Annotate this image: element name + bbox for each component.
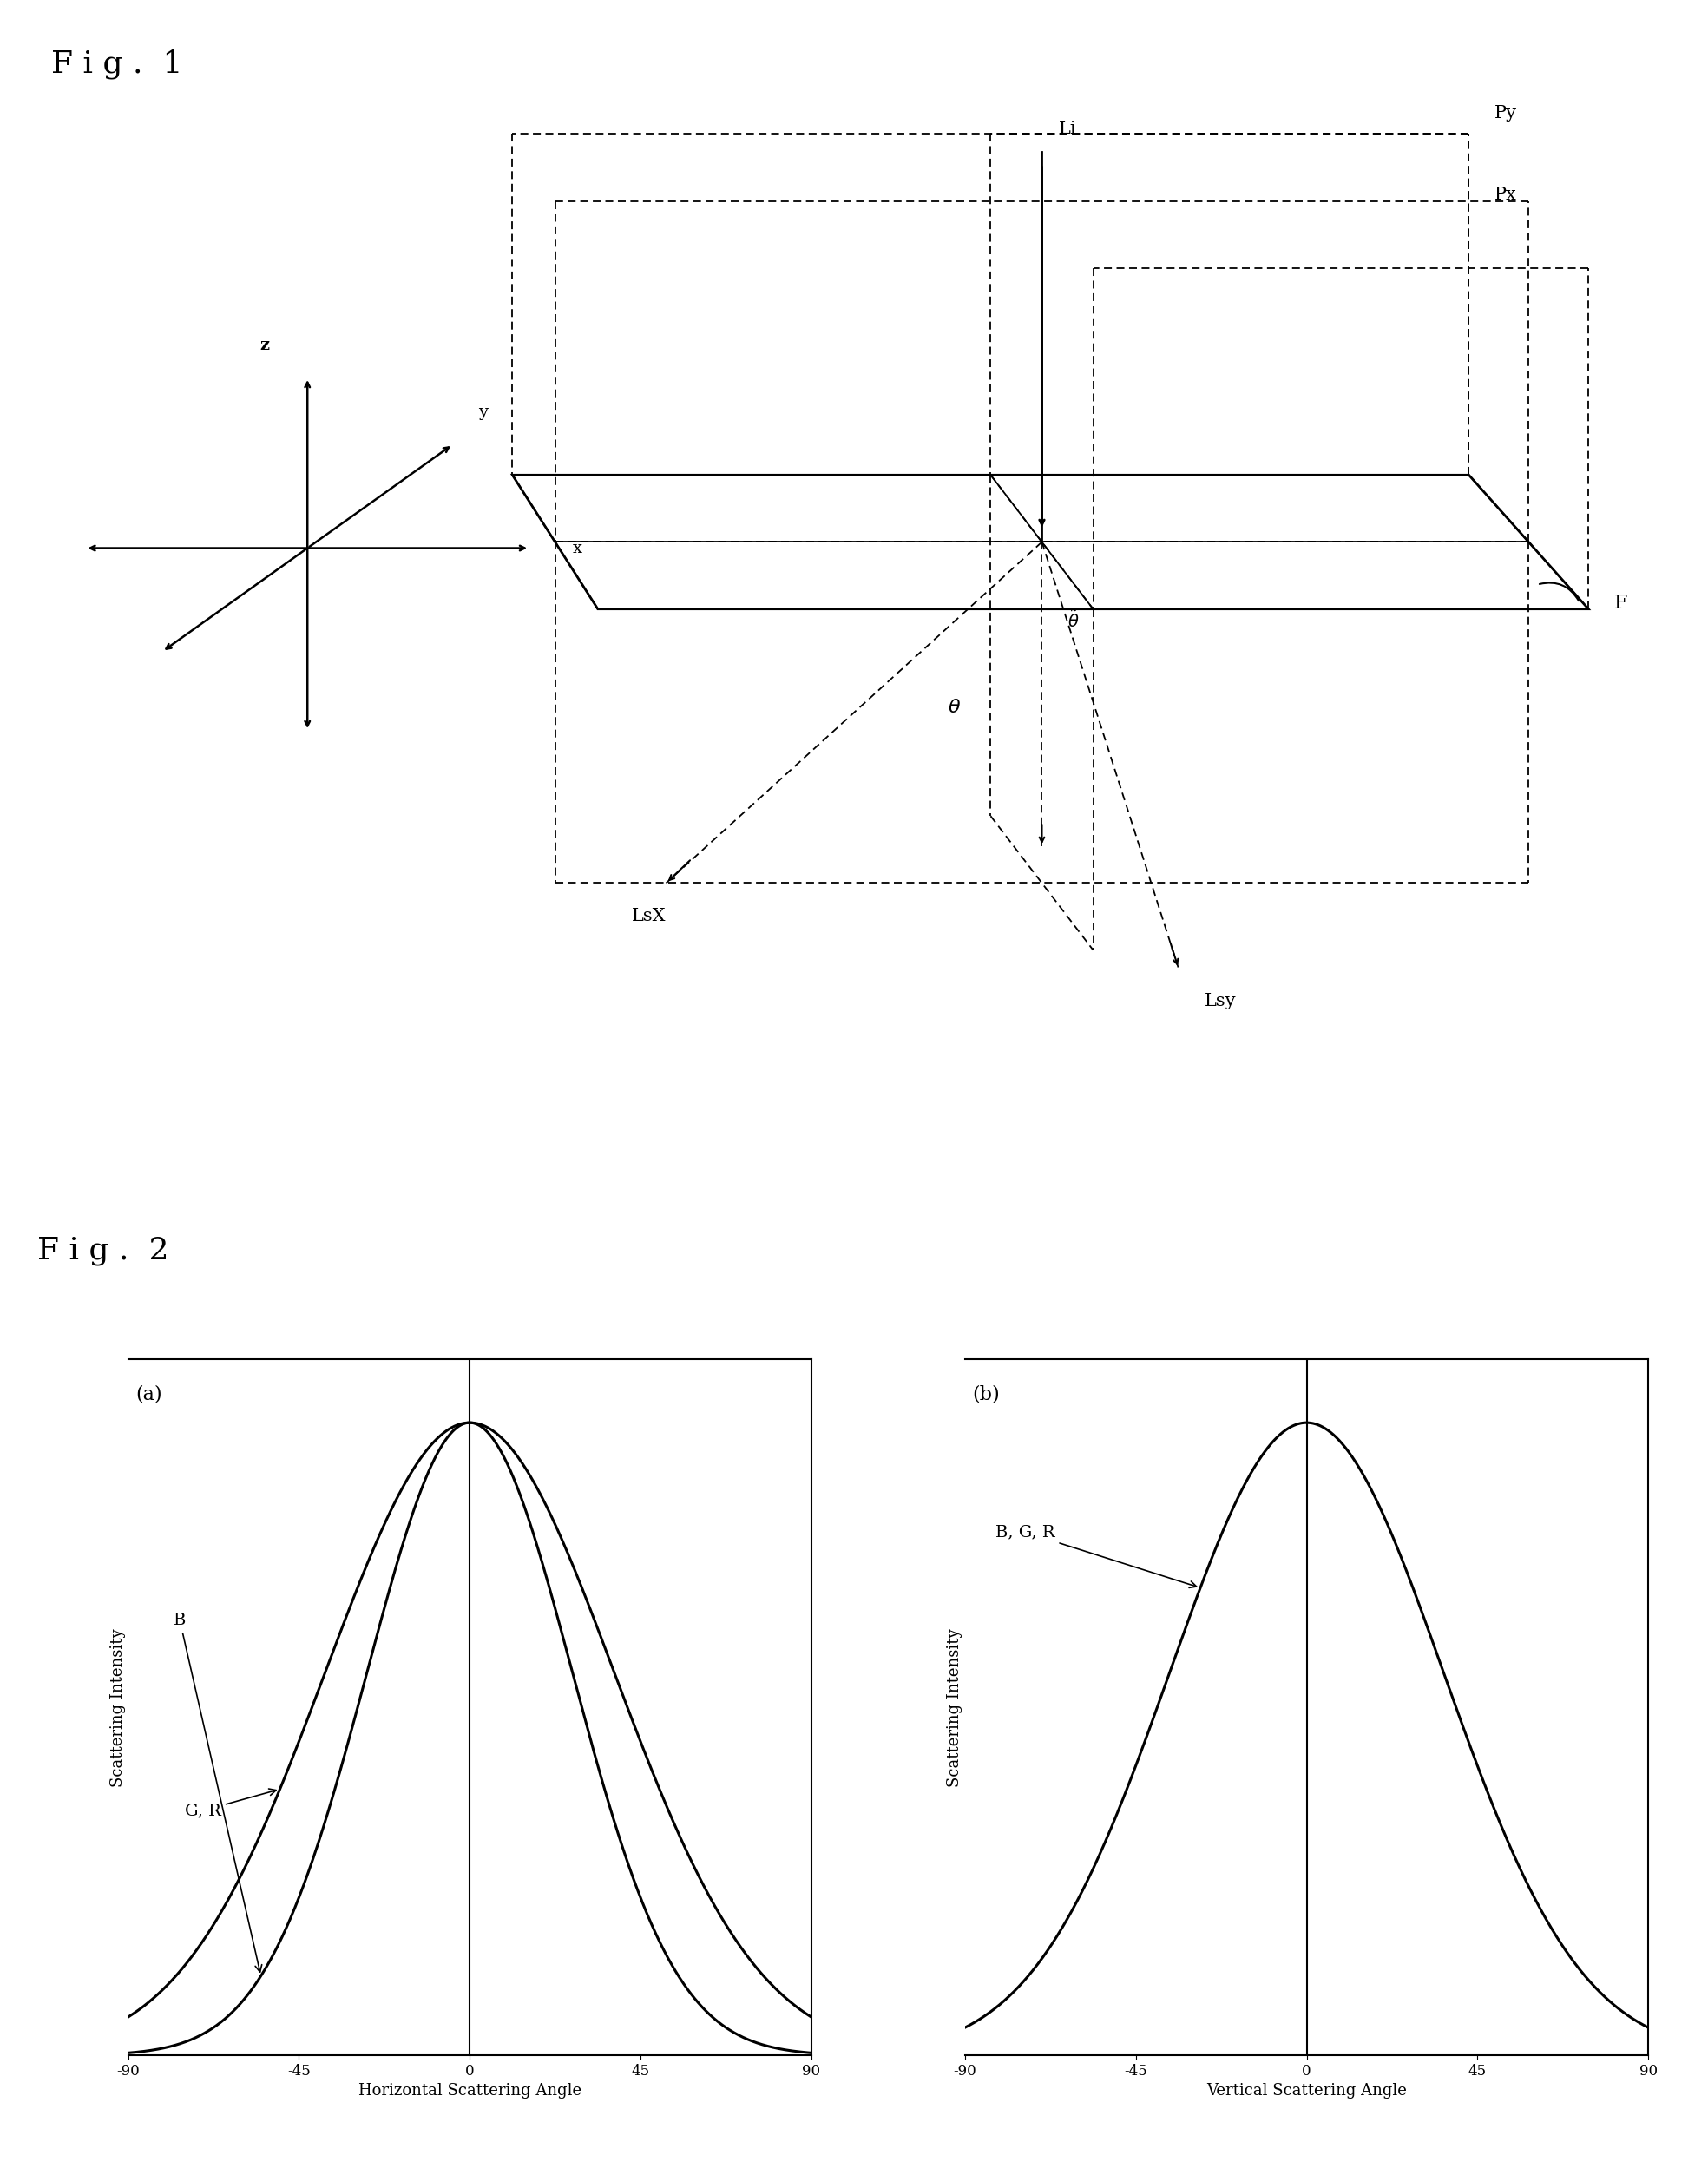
Text: G, R: G, R [184, 1788, 277, 1818]
Text: y: y [478, 405, 488, 420]
Text: F i g .  2: F i g . 2 [38, 1235, 169, 1266]
Text: Px: Px [1494, 187, 1517, 202]
Text: z: z [260, 337, 270, 352]
Text: Py: Py [1494, 104, 1517, 122]
Text: Li: Li [1059, 122, 1076, 137]
Text: $\tilde{\theta}$: $\tilde{\theta}$ [1068, 609, 1079, 631]
X-axis label: Vertical Scattering Angle: Vertical Scattering Angle [1206, 2084, 1407, 2099]
Text: LsX: LsX [632, 907, 666, 924]
Y-axis label: Scattering Intensity: Scattering Intensity [946, 1629, 963, 1786]
Text: (b): (b) [972, 1385, 1001, 1403]
Y-axis label: Scattering Intensity: Scattering Intensity [109, 1629, 126, 1786]
X-axis label: Horizontal Scattering Angle: Horizontal Scattering Angle [359, 2084, 581, 2099]
Text: $\theta$: $\theta$ [948, 698, 962, 718]
Text: B: B [174, 1614, 261, 1973]
Text: Lsy: Lsy [1204, 992, 1237, 1009]
Text: F i g .  1: F i g . 1 [51, 48, 183, 78]
Text: F: F [1614, 594, 1628, 613]
Text: B, G, R: B, G, R [996, 1525, 1197, 1588]
Text: (a): (a) [135, 1385, 162, 1403]
Text: x: x [572, 539, 582, 557]
